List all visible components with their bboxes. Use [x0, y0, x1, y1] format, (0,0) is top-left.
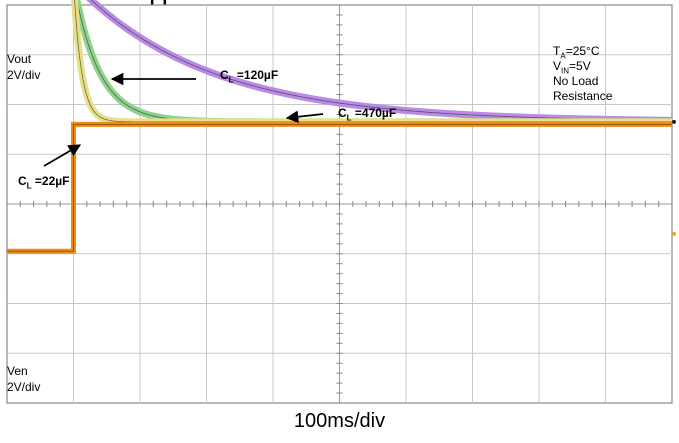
- condition-vin: VIN=5V: [553, 59, 591, 76]
- grid: [6, 4, 673, 404]
- series-label-cl-22uf: CL =22µF: [18, 174, 70, 191]
- arrow-cl-22uf: [43, 144, 82, 167]
- condition-no-load: No Load: [553, 74, 599, 88]
- channel-marker-vout: [672, 119, 676, 124]
- arrows: [43, 72, 324, 167]
- trace-ven-core: [7, 124, 672, 252]
- traces: [7, 0, 676, 254]
- arrow-cl-470uf: [285, 110, 324, 124]
- time-scale-label: 100ms/div: [293, 410, 386, 432]
- channel-marker-ven: [672, 231, 676, 236]
- series-label-cl-470uf: CL =470µF: [338, 106, 397, 123]
- condition-resistance: Resistance: [553, 89, 613, 103]
- vout-channel-name: Vout: [7, 52, 32, 66]
- condition-ta: TA=25°C: [553, 44, 600, 61]
- ven-channel-name: Ven: [7, 364, 28, 378]
- ven-channel-scale: 2V/div: [7, 380, 41, 394]
- vout-channel-scale: 2V/div: [7, 68, 41, 82]
- series-label-cl-120uf: CL =120µF: [220, 68, 279, 85]
